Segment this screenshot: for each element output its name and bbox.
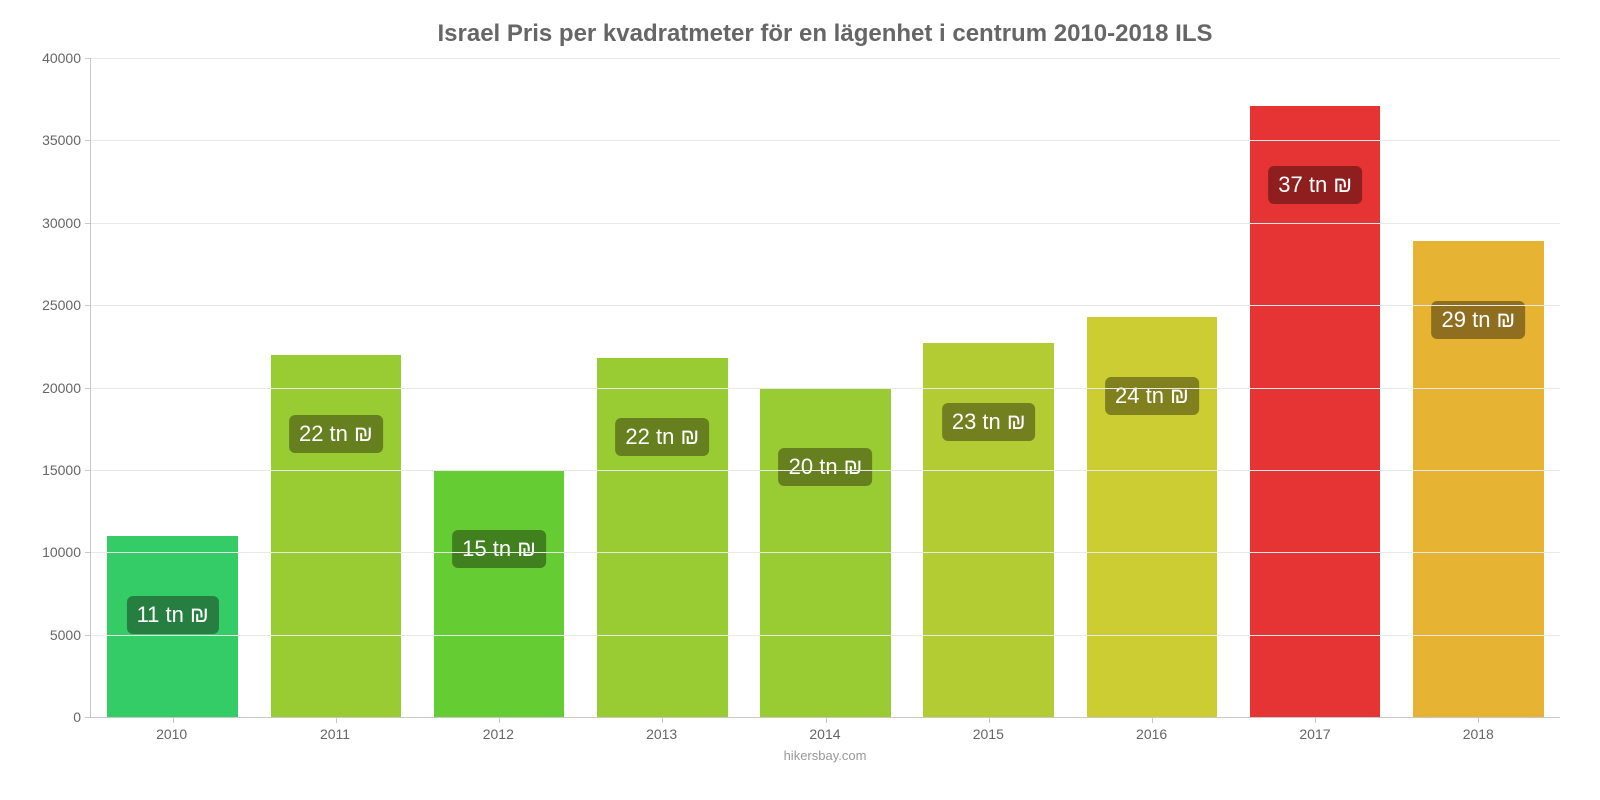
x-tick-label: 2012 [417,726,580,742]
y-tick-mark [85,140,91,141]
chart-title: Israel Pris per kvadratmeter för en läge… [90,20,1560,48]
x-tick-mark [173,717,174,723]
bar-value-label: 23 tn ₪ [942,403,1036,441]
bar-value-label: 11 tn ₪ [127,596,219,634]
grid-line [91,140,1560,141]
bar: 11 tn ₪ [107,536,238,717]
x-tick-label: 2013 [580,726,743,742]
y-tick-label: 40000 [42,50,91,66]
x-tick-mark [826,717,827,723]
grid-line [91,388,1560,389]
x-tick-mark [662,717,663,723]
y-tick-label: 35000 [42,132,91,148]
y-tick-mark [85,635,91,636]
source-text: hikersbay.com [90,748,1560,763]
x-tick-label: 2011 [253,726,416,742]
y-tick-mark [85,470,91,471]
x-tick-mark [499,717,500,723]
bar: 22 tn ₪ [271,355,402,717]
x-tick-label: 2010 [90,726,253,742]
x-tick-mark [1315,717,1316,723]
bar: 29 tn ₪ [1413,241,1544,717]
bar-value-label: 22 tn ₪ [289,415,383,453]
x-tick-mark [336,717,337,723]
y-tick-mark [85,305,91,306]
grid-line [91,223,1560,224]
grid-line [91,552,1560,553]
x-tick-label: 2018 [1397,726,1560,742]
x-axis-labels: 201020112012201320142015201620172018 [90,726,1560,742]
grid-line [91,305,1560,306]
bar: 37 tn ₪ [1250,106,1381,717]
bar-value-label: 37 tn ₪ [1268,166,1362,204]
y-tick-label: 15000 [42,462,91,478]
y-tick-mark [85,58,91,59]
bar-value-label: 15 tn ₪ [452,530,546,568]
y-tick-mark [85,388,91,389]
grid-line [91,58,1560,59]
bar: 24 tn ₪ [1087,317,1218,717]
y-tick-label: 20000 [42,380,91,396]
chart-container: Israel Pris per kvadratmeter för en läge… [0,0,1600,800]
bar: 23 tn ₪ [923,343,1054,717]
bar: 15 tn ₪ [434,470,565,717]
y-tick-mark [85,223,91,224]
plot-area: 11 tn ₪ 22 tn ₪ 15 tn ₪ 22 tn ₪ 20 tn ₪ 23 tn… [90,58,1560,718]
y-tick-mark [85,717,91,718]
bar-value-label: 22 tn ₪ [615,418,709,456]
x-tick-mark [1478,717,1479,723]
x-tick-mark [989,717,990,723]
y-tick-label: 10000 [42,544,91,560]
y-tick-label: 30000 [42,215,91,231]
x-tick-label: 2016 [1070,726,1233,742]
grid-line [91,635,1560,636]
x-tick-label: 2015 [907,726,1070,742]
y-tick-label: 25000 [42,297,91,313]
x-tick-mark [1152,717,1153,723]
bar: 22 tn ₪ [597,358,728,717]
x-tick-label: 2014 [743,726,906,742]
bar-value-label: 20 tn ₪ [779,448,873,486]
x-tick-label: 2017 [1233,726,1396,742]
bar-value-label: 29 tn ₪ [1431,301,1525,339]
grid-line [91,470,1560,471]
bar-value-label: 24 tn ₪ [1105,377,1199,415]
y-tick-mark [85,552,91,553]
